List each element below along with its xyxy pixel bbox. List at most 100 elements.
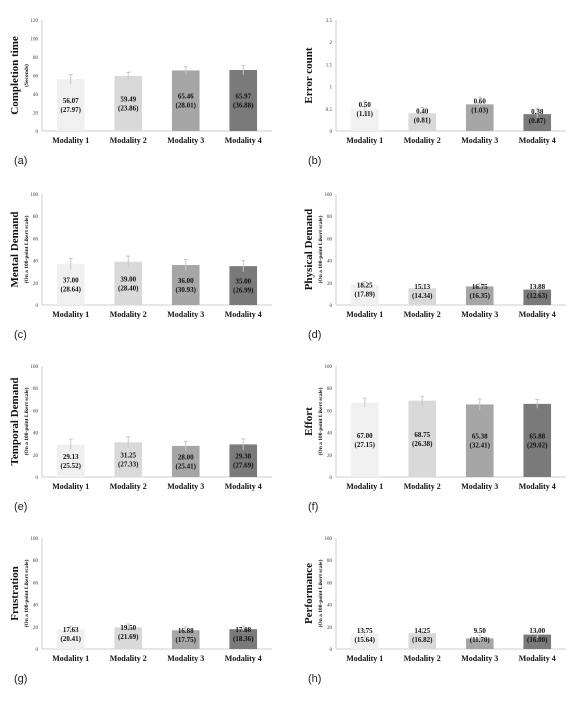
chart-c-sd-label-2: (28.40) — [118, 284, 139, 292]
chart-d-category-label-2: Modality 2 — [404, 310, 441, 319]
chart-g-bar-1 — [56, 629, 85, 649]
chart-a-bar-1 — [56, 79, 85, 131]
chart-a-sd-label-2: (23.86) — [118, 104, 139, 112]
chart-a-ylabel-sub: (Seconds) — [23, 64, 30, 87]
chart-g-category-label-2: Modality 2 — [110, 654, 147, 663]
chart-b-ytick-label: 0.5 — [326, 108, 333, 113]
chart-h-bar-4 — [523, 634, 552, 649]
chart-d-ytick-label: 0 — [330, 304, 333, 309]
chart-h-value-label-1: 13.75 — [357, 627, 373, 635]
chart-g-bar-3 — [171, 630, 200, 649]
chart-h-ytick-label: 60 — [327, 581, 333, 586]
chart-g-panel-label: (g) — [14, 673, 27, 685]
chart-g-sd-label-4: (18.36) — [233, 635, 254, 643]
chart-c-ylabel-sub: (On a 100-point Likert scale) — [23, 215, 30, 283]
chart-c-ytick-label: 20 — [33, 282, 39, 287]
chart-a-ytick-label: 100 — [31, 38, 39, 43]
chart-f-ytick-label: 20 — [327, 454, 333, 459]
chart-b-ytick-label: 0 — [330, 130, 333, 135]
chart-g-ytick-label: 40 — [33, 604, 39, 609]
chart-c-ytick-label: 100 — [31, 193, 39, 198]
chart-a-ytick-label: 0 — [36, 130, 39, 135]
chart-g-ytick-label: 100 — [31, 537, 39, 542]
chart-g-category-label-1: Modality 1 — [52, 654, 89, 663]
chart-h-sd-label-1: (15.64) — [355, 636, 376, 644]
chart-a-value-label-2: 59.49 — [120, 95, 136, 103]
chart-e-value-label-4: 29.38 — [235, 453, 251, 461]
chart-h-bar-3 — [465, 638, 494, 649]
chart-d-category-label-1: Modality 1 — [346, 310, 383, 319]
chart-d-sd-label-2: (14.34) — [412, 292, 433, 300]
chart-f-ytick-label: 0 — [330, 476, 333, 481]
chart-f-ytick-label: 100 — [325, 365, 333, 370]
chart-f-ytick-label: 80 — [327, 387, 333, 392]
chart-a-bar-2 — [114, 75, 143, 131]
chart-f-ylabel: Effort — [303, 407, 315, 436]
chart-c-bar-3 — [171, 265, 200, 305]
chart-g-ytick-label: 60 — [33, 581, 39, 586]
chart-h: 0 20 40 60 80 100 Performance (On a 100-point L… — [303, 537, 566, 685]
chart-e-ytick-label: 100 — [31, 365, 39, 370]
chart-c-category-label-4: Modality 4 — [225, 310, 262, 319]
chart-h-ytick-label: 0 — [330, 648, 333, 653]
chart-h-bar-2 — [408, 633, 437, 649]
chart-e-ytick-label: 40 — [33, 432, 39, 437]
chart-a-value-label-4: 65.97 — [235, 92, 251, 100]
chart-h-ylabel-sub: (On a 100-point Likert scale) — [317, 559, 324, 627]
chart-d-bar-1 — [350, 284, 379, 305]
chart-b-value-label-1: 0.50 — [359, 101, 372, 109]
chart-b-bar-2 — [408, 113, 437, 131]
chart-d-panel-label: (d) — [308, 329, 321, 341]
chart-e-value-label-3: 28.00 — [178, 453, 194, 461]
chart-f-value-label-2: 68.75 — [414, 431, 430, 439]
chart-e-ylabel: Temporal Demand — [9, 378, 21, 466]
chart-b-value-label-3: 0.60 — [474, 97, 487, 105]
chart-d-category-label-4: Modality 4 — [519, 310, 556, 319]
chart-h-category-label-4: Modality 4 — [519, 654, 556, 663]
chart-h-ytick-label: 80 — [327, 559, 333, 564]
chart-h-sd-label-3: (11.70) — [470, 636, 491, 644]
chart-h-ytick-label: 100 — [325, 537, 333, 542]
chart-f-category-label-2: Modality 2 — [404, 482, 441, 491]
chart-e-ytick-label: 20 — [33, 454, 39, 459]
chart-f-bar-3 — [465, 404, 494, 477]
chart-h-panel-label: (h) — [308, 673, 321, 685]
chart-d-value-label-3: 16.75 — [472, 283, 488, 291]
chart-g-sd-label-1: (20.41) — [61, 635, 82, 643]
chart-f-bar-1 — [350, 402, 379, 477]
chart-d-ylabel-sub: (On a 100-point Likert scale) — [317, 215, 324, 283]
chart-d-ytick-label: 20 — [327, 282, 333, 287]
chart-b-category-label-3: Modality 3 — [461, 136, 498, 145]
chart-e: 0 20 40 60 80 100 Temporal Demand (On a 100-poi… — [9, 365, 272, 513]
chart-c-bar-2 — [114, 261, 143, 305]
chart-a-ytick-label: 120 — [31, 19, 39, 24]
chart-d-category-label-3: Modality 3 — [461, 310, 498, 319]
chart-b-ytick-label: 1.5 — [326, 63, 333, 68]
chart-a-ytick-label: 80 — [33, 56, 39, 61]
chart-e-category-label-2: Modality 2 — [110, 482, 147, 491]
chart-e-ylabel-sub: (On a 100-point Likert scale) — [23, 387, 30, 455]
chart-d-sd-label-3: (16.35) — [470, 292, 491, 300]
chart-b-category-label-2: Modality 2 — [404, 136, 441, 145]
chart-g-ytick-label: 20 — [33, 626, 39, 631]
chart-f-ytick-label: 40 — [327, 432, 333, 437]
chart-e-ytick-label: 0 — [36, 476, 39, 481]
chart-c-value-label-1: 37.00 — [63, 276, 79, 284]
chart-a-value-label-3: 65.46 — [178, 93, 194, 101]
chart-b-sd-label-1: (1.11) — [356, 110, 373, 118]
chart-h-ylabel: Performance — [303, 563, 315, 624]
chart-e-ytick-label: 80 — [33, 387, 39, 392]
chart-c: 0 20 40 60 80 100 Mental Demand (On a 100-point… — [9, 193, 272, 341]
chart-a-bar-3 — [171, 70, 200, 131]
chart-e-bar-2 — [114, 442, 143, 477]
chart-b-panel-label: (b) — [308, 155, 321, 167]
chart-e-bar-3 — [171, 445, 200, 477]
chart-b-ytick-label: 2 — [330, 41, 333, 46]
chart-c-ytick-label: 40 — [33, 260, 39, 265]
chart-f-ylabel-sub: (On a 100-point Likert scale) — [317, 387, 324, 455]
chart-b-bar-4 — [523, 114, 552, 131]
chart-d-ytick-label: 80 — [327, 215, 333, 220]
chart-b-category-label-4: Modality 4 — [519, 136, 556, 145]
chart-e-sd-label-3: (25.41) — [176, 462, 197, 470]
